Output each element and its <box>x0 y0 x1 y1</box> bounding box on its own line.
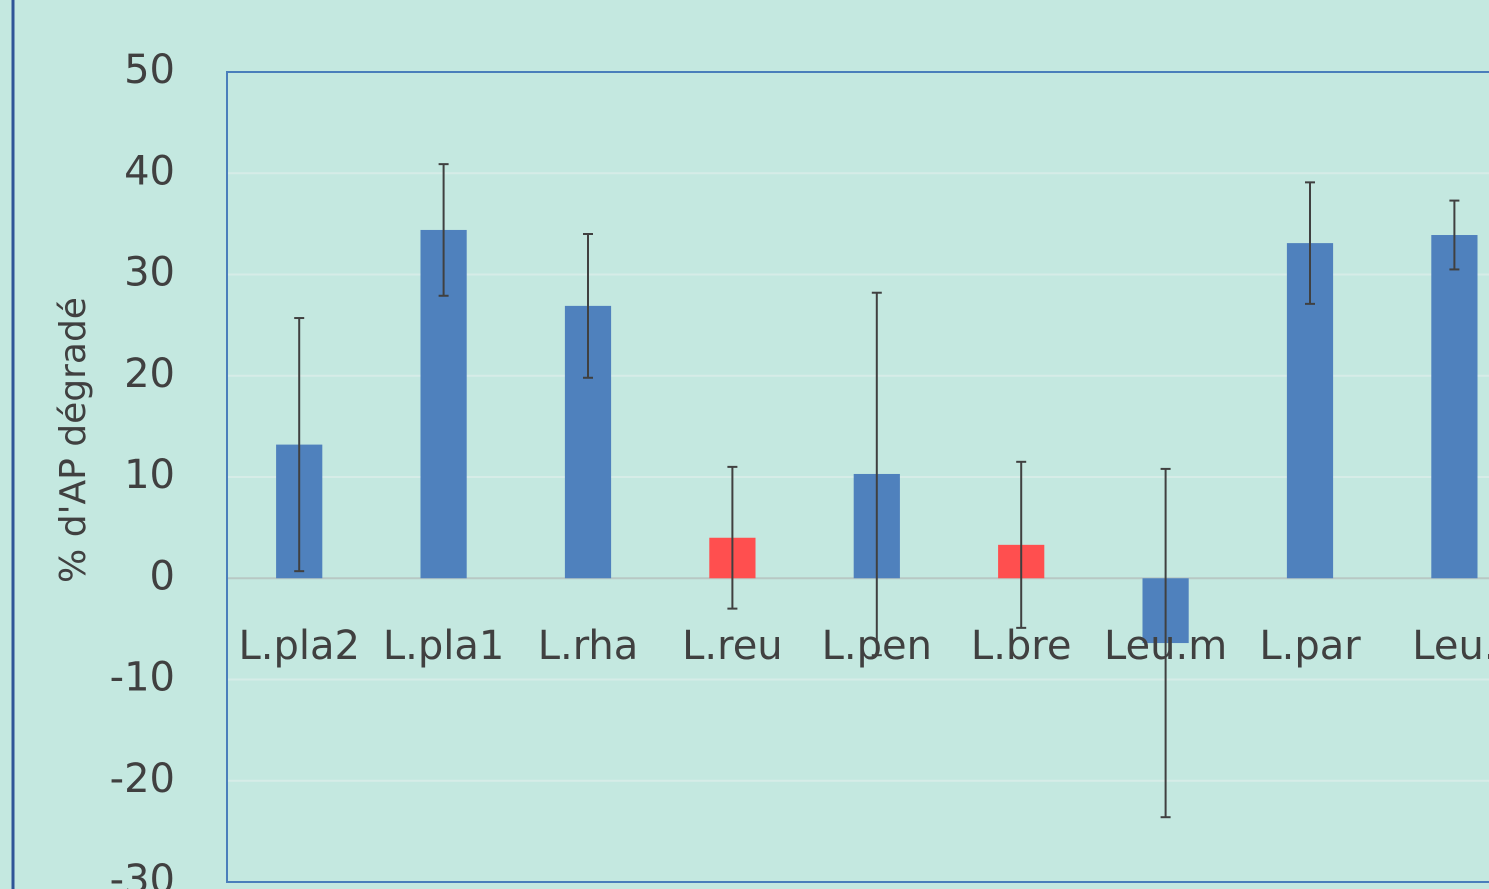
y-tick-label: 0 <box>150 553 175 599</box>
bar <box>1431 235 1478 579</box>
y-tick-label: 40 <box>124 148 175 194</box>
x-tick-label: L.pla2 <box>238 623 359 669</box>
x-tick-label: L.rha <box>538 623 639 669</box>
y-tick-label: 20 <box>124 351 175 397</box>
x-tick-label: L.par <box>1259 623 1361 669</box>
plot-border <box>226 71 1489 883</box>
x-tick-label: L.pla1 <box>383 623 504 669</box>
y-tick-label: 30 <box>124 250 175 296</box>
x-tick-label: L.bre <box>971 623 1072 669</box>
y-tick-label: 10 <box>124 452 175 498</box>
x-tick-label: Leu.m <box>1104 623 1227 669</box>
y-tick-label: 50 <box>124 47 175 93</box>
y-tick-label: -20 <box>110 756 175 802</box>
y-axis-label: % d'AP dégradé <box>53 297 94 583</box>
x-tick-label: L.pen <box>822 623 932 669</box>
y-tick-label: -10 <box>110 655 175 701</box>
y-tick-label: -30 <box>110 857 175 889</box>
x-tick-label: L.reu <box>682 623 783 669</box>
x-tick-label: Leu. <box>1412 623 1489 669</box>
